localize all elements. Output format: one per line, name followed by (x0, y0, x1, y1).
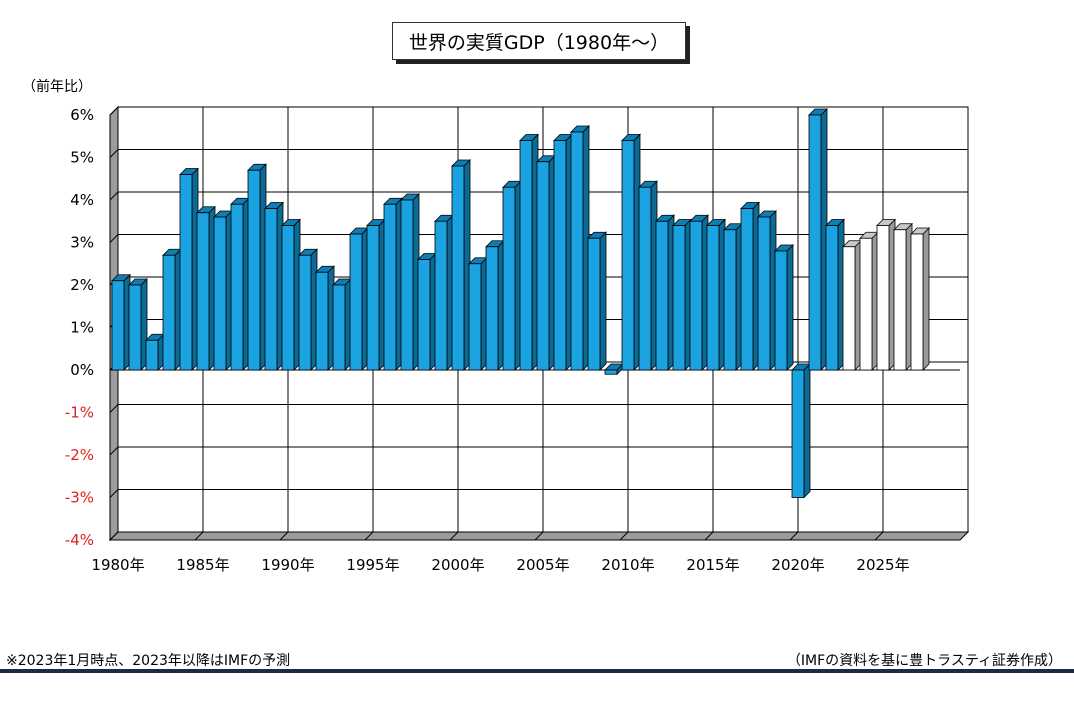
bar (230, 203, 244, 371)
x-tick-label: 1985年 (176, 556, 229, 574)
x-gridline-depth (704, 531, 714, 541)
bar-side (599, 231, 607, 371)
bar (196, 212, 210, 371)
bar-side (803, 363, 811, 499)
x-gridline-depth (874, 531, 884, 541)
y-tick-label: 3% (70, 234, 94, 252)
bar (621, 140, 635, 371)
bar (536, 161, 550, 371)
x-tick-label: 2000年 (431, 556, 484, 574)
bar (689, 220, 703, 371)
bar (315, 271, 329, 371)
bar (757, 216, 771, 371)
bottom-divider (0, 669, 1074, 673)
bar (672, 225, 686, 371)
x-tick-label: 1990年 (261, 556, 314, 574)
bar (638, 186, 652, 371)
y-gridline-depth (109, 149, 119, 158)
bar (723, 229, 737, 371)
bar (145, 339, 159, 371)
bar (774, 250, 788, 371)
bar (111, 280, 125, 371)
y-gridline-depth (109, 531, 119, 541)
bar (655, 220, 669, 371)
bar (451, 165, 465, 371)
bar (859, 237, 873, 371)
y-tick-label: -2% (65, 446, 94, 464)
bar (740, 208, 754, 371)
bar (502, 186, 516, 371)
bar (349, 233, 363, 371)
bar (213, 216, 227, 371)
y-tick-label: -4% (65, 531, 94, 549)
y-tick-label: 5% (70, 149, 94, 167)
x-tick-label: 2025年 (856, 556, 909, 574)
x-gridline-depth (279, 531, 289, 541)
x-gridline-depth (789, 531, 799, 541)
x-tick-label: 2005年 (516, 556, 569, 574)
bar-side (922, 227, 930, 371)
bar-side (786, 244, 794, 371)
chart-title: 世界の実質GDP（1980年～） (392, 22, 686, 60)
x-tick-label: 2010年 (601, 556, 654, 574)
bar (366, 225, 380, 371)
source-note: （IMFの資料を基に豊トラスティ証券作成） (786, 653, 1062, 669)
bar (400, 199, 414, 371)
bar (876, 225, 890, 371)
y-gridline-depth (109, 234, 119, 243)
y-tick-label: 0% (70, 361, 94, 379)
bar (179, 174, 193, 371)
bar (468, 263, 482, 371)
y-tick-label: 2% (70, 276, 94, 294)
x-tick-label: 1995年 (346, 556, 399, 574)
bar (842, 246, 856, 371)
x-tick-label: 2015年 (686, 556, 739, 574)
x-gridline-depth (364, 531, 374, 541)
bar (298, 254, 312, 371)
bar (162, 254, 176, 371)
y-gridline-depth (109, 489, 119, 498)
bar (383, 203, 397, 371)
bar (791, 369, 805, 498)
x-gridline-depth (619, 531, 629, 541)
bar (434, 220, 448, 371)
bar (570, 131, 584, 371)
footnote: ※2023年1月時点、2023年以降はIMFの予測 (6, 653, 291, 669)
bar (604, 369, 618, 375)
x-gridline-depth (194, 531, 204, 541)
bar (332, 284, 346, 371)
y-gridline-depth (109, 446, 119, 456)
y-tick-label: 1% (70, 319, 94, 337)
x-tick-label: 1980年 (91, 556, 144, 574)
bar (128, 284, 142, 371)
x-tick-label: 2020年 (771, 556, 824, 574)
bar (247, 169, 261, 371)
bar (519, 140, 533, 371)
y-tick-label: 4% (70, 191, 94, 209)
y-tick-label: -3% (65, 489, 94, 507)
bar (825, 225, 839, 371)
bar (485, 246, 499, 371)
y-tick-label: 6% (70, 106, 94, 124)
bar (893, 229, 907, 371)
y-tick-label: -1% (65, 404, 94, 422)
bar (417, 259, 431, 371)
bar (281, 225, 295, 371)
y-gridline-depth (109, 191, 119, 201)
bar (706, 225, 720, 371)
y-gridline-depth (109, 106, 119, 116)
bar (587, 237, 601, 371)
y-gridline-depth (109, 404, 119, 413)
bar (264, 208, 278, 371)
bar (910, 233, 924, 371)
bar (553, 140, 567, 371)
y-axis-unit-label: （前年比） (22, 79, 92, 95)
bar (808, 114, 822, 371)
x-gridline-depth (534, 531, 544, 541)
x-gridline-depth (449, 531, 459, 541)
